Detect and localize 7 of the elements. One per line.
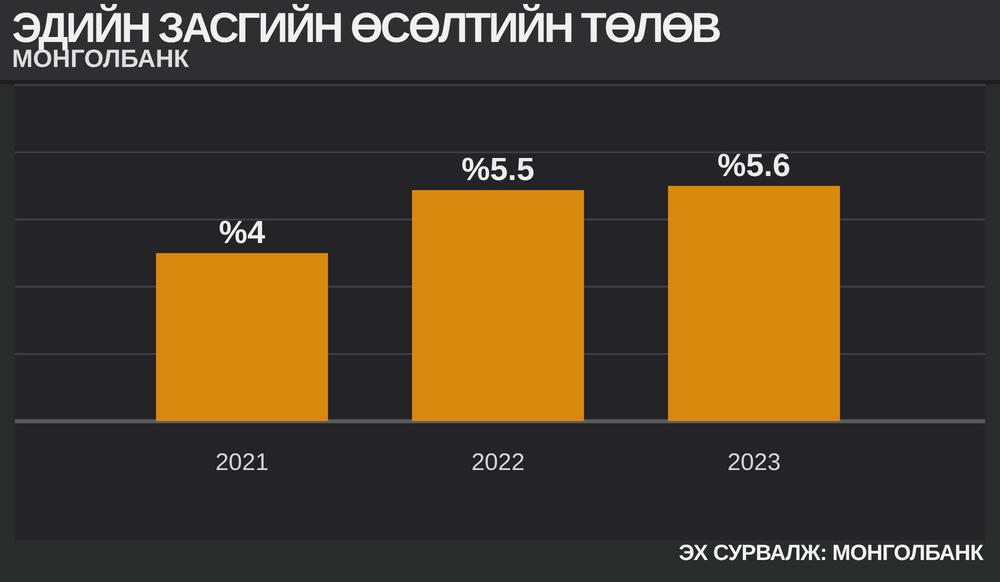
data-label: %4 [218,214,266,250]
x-tick-label: 2023 [727,449,781,476]
data-label: %5.6 [718,146,790,183]
x-tick-label: 2021 [215,449,269,476]
text: ЭХ СУРВАЛЖ: МОНГОЛБАНК [678,540,983,565]
x-tick-label: 2022 [471,449,525,476]
data-label: %5.5 [462,151,534,188]
